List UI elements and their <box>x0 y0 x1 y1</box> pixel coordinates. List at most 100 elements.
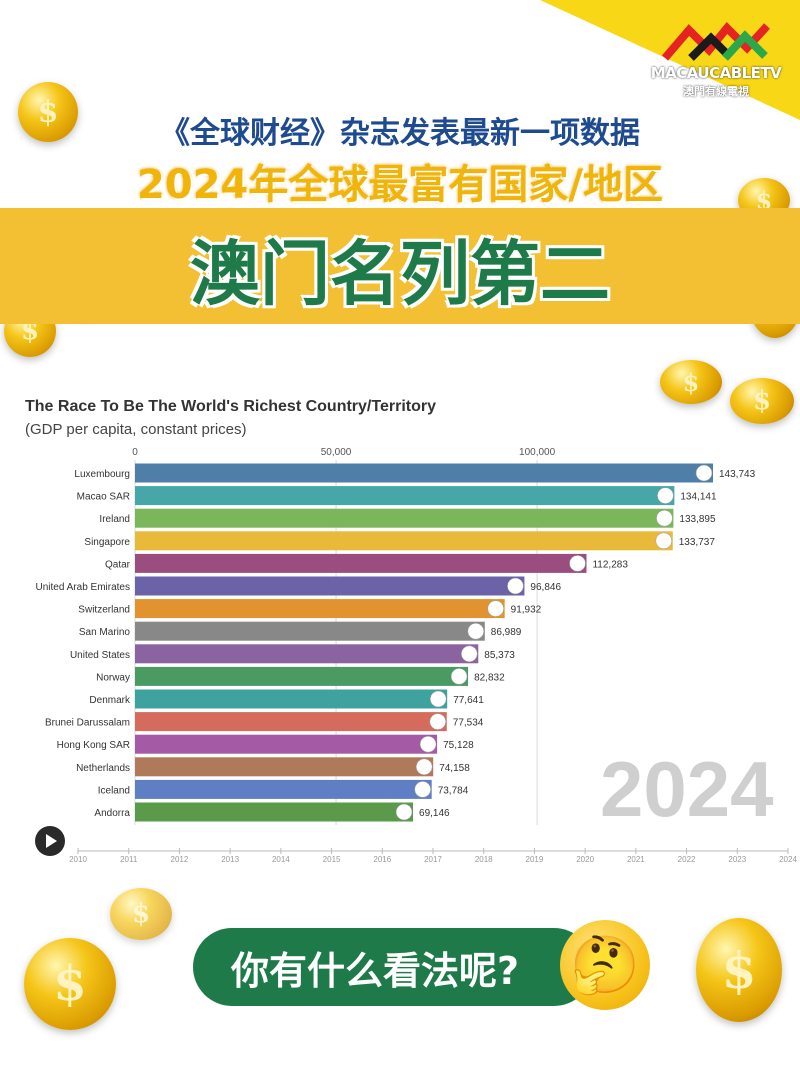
bar <box>135 486 675 506</box>
timeline-label: 2018 <box>475 855 493 864</box>
category-label: Netherlands <box>76 763 130 774</box>
flag-icon <box>656 509 673 527</box>
headline-subject: 2024年全球最富有国家/地区 <box>137 162 663 208</box>
value-label: 69,146 <box>419 808 450 819</box>
value-label: 77,534 <box>453 718 484 729</box>
bar <box>135 802 414 822</box>
timeline-label: 2020 <box>576 855 594 864</box>
category-label: United States <box>70 650 130 661</box>
timeline-label: 2021 <box>627 855 645 864</box>
headline-band <box>0 208 800 324</box>
timeline-label: 2012 <box>171 855 189 864</box>
bar <box>135 757 434 777</box>
category-label: Denmark <box>89 695 131 706</box>
value-label: 134,141 <box>680 492 717 503</box>
headline-main: 澳门名列第二 <box>190 233 610 315</box>
bar <box>135 599 505 619</box>
timeline-label: 2024 <box>779 855 797 864</box>
category-label: Norway <box>96 672 130 683</box>
timeline-label: 2016 <box>373 855 391 864</box>
value-label: 77,641 <box>453 695 484 706</box>
timeline-label: 2017 <box>424 855 442 864</box>
coin-icon: $ <box>730 378 794 424</box>
category-label: Iceland <box>98 785 130 796</box>
bar <box>135 508 674 528</box>
play-icon <box>46 834 57 848</box>
value-label: 91,932 <box>511 605 542 616</box>
bar <box>135 734 438 754</box>
timeline-label: 2011 <box>120 855 138 864</box>
flag-icon <box>507 577 524 595</box>
bar <box>135 666 469 686</box>
category-label: Ireland <box>99 514 130 525</box>
flag-icon <box>461 645 478 663</box>
value-label: 96,846 <box>530 582 561 593</box>
category-label: Macao SAR <box>77 492 130 503</box>
coin-icon: $ <box>110 888 172 940</box>
value-label: 73,784 <box>438 785 469 796</box>
x-tick-label: 0 <box>132 447 138 458</box>
bar <box>135 553 587 573</box>
flag-icon <box>569 555 586 572</box>
category-label: San Marino <box>79 627 131 638</box>
bar <box>135 644 479 664</box>
logo-subtitle: 澳門有線電視 <box>683 85 749 98</box>
value-label: 82,832 <box>474 672 505 683</box>
question-text: 你有什么看法呢? <box>231 948 520 993</box>
timeline-label: 2015 <box>323 855 341 864</box>
coin-icon: $ <box>18 82 78 142</box>
logo-mark-icon <box>661 22 770 61</box>
category-label: Singapore <box>84 537 130 548</box>
flag-icon <box>467 622 485 640</box>
play-button[interactable] <box>35 826 65 856</box>
category-label: United Arab Emirates <box>36 582 131 593</box>
category-label: Hong Kong SAR <box>57 740 130 751</box>
bar <box>135 576 525 596</box>
value-label: 133,895 <box>679 514 716 525</box>
value-label: 85,373 <box>484 650 515 661</box>
bar <box>135 621 485 641</box>
bar <box>135 531 673 551</box>
year-label: 2024 <box>600 745 774 833</box>
timeline-label: 2014 <box>272 855 290 864</box>
timeline-label: 2013 <box>221 855 239 864</box>
flag-icon <box>395 803 413 821</box>
timeline-label: 2019 <box>526 855 544 864</box>
flag-icon <box>450 668 468 685</box>
value-label: 74,158 <box>439 763 470 774</box>
flag-icon <box>429 690 447 708</box>
flag-icon <box>414 781 431 798</box>
category-label: Luxembourg <box>74 469 130 480</box>
timeline-label: 2022 <box>678 855 696 864</box>
macau-cable-tv-logo: MACAUCABLETV 澳門有線電視 <box>646 18 786 99</box>
timeline-label: 2023 <box>728 855 746 864</box>
coin-icon: $ <box>660 360 722 404</box>
category-label: Brunei Darussalam <box>45 718 130 729</box>
x-tick-label: 100,000 <box>519 447 556 458</box>
category-label: Andorra <box>94 808 130 819</box>
flag-icon <box>419 735 437 753</box>
chart-subtitle: (GDP per capita, constant prices) <box>25 421 247 438</box>
value-label: 143,743 <box>719 469 756 480</box>
category-label: Switzerland <box>78 605 130 616</box>
coin-icon: $ <box>696 918 782 1022</box>
category-label: Qatar <box>105 559 131 570</box>
thinking-face-icon: 🤔 <box>560 920 650 1010</box>
flag-icon <box>429 713 447 730</box>
bar-chart: 0 50,000 100,000 Luxembourg 143,743 Macao SAR… <box>36 447 798 864</box>
bar <box>135 463 713 483</box>
value-label: 75,128 <box>443 740 474 751</box>
headline-source: 《全球财经》杂志发表最新一项数据 <box>160 116 640 151</box>
flag-icon <box>657 487 674 504</box>
bar <box>135 712 447 732</box>
logo-brand-text: MACAUCABLETV <box>650 64 782 82</box>
x-tick-label: 50,000 <box>321 447 352 458</box>
value-label: 112,283 <box>592 559 628 570</box>
coin-icon: $ <box>24 938 116 1030</box>
chart-title: The Race To Be The World's Richest Count… <box>25 398 436 415</box>
value-label: 133,737 <box>679 537 716 548</box>
flag-icon <box>695 464 713 482</box>
flag-icon <box>655 532 673 550</box>
value-label: 86,989 <box>491 627 522 638</box>
flag-icon <box>487 600 504 617</box>
